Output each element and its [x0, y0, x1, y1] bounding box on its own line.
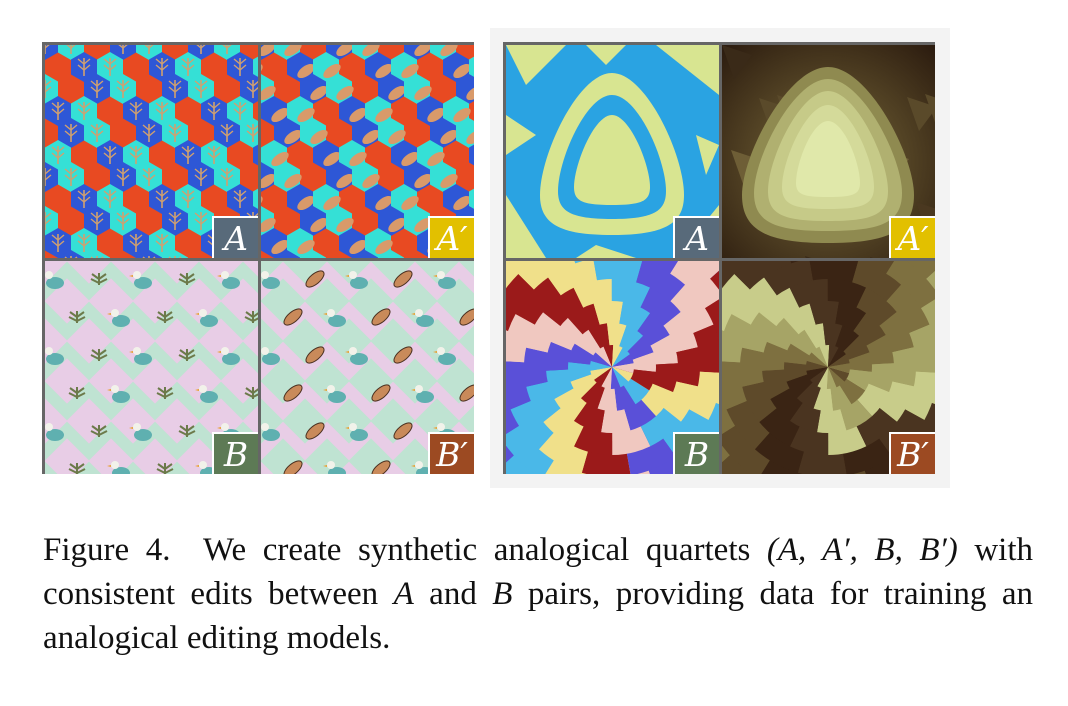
- label-b: B: [673, 432, 719, 474]
- caption-var-b: B: [492, 576, 513, 612]
- right-cell-a-prime: A′: [722, 45, 935, 258]
- label-a: A: [673, 216, 719, 258]
- caption-line2-c: pairs, providing data for: [527, 576, 869, 612]
- left-quartet: A A′ B B′: [42, 42, 474, 474]
- left-cell-b-prime: B′: [261, 261, 474, 474]
- label-b-prime: B′: [889, 432, 935, 474]
- caption-prefix: Figure 4.: [43, 532, 171, 568]
- figure-4: A A′ B B′: [42, 28, 950, 488]
- caption-quartet: (A, A′, B, B′): [766, 532, 958, 568]
- divider-horizontal: [506, 258, 932, 261]
- label-a-prime: A′: [889, 216, 935, 258]
- caption-line2-a: with consistent edits between: [43, 532, 1033, 612]
- right-cell-b-prime: B′: [722, 261, 935, 474]
- label-a: A: [212, 216, 258, 258]
- hexagon-seed-pattern-image: [261, 45, 474, 258]
- label-b-prime: B′: [428, 432, 474, 474]
- label-a-prime: A′: [428, 216, 474, 258]
- label-b: B: [212, 432, 258, 474]
- right-cell-b: B: [506, 261, 719, 474]
- duck-plant-pattern-image: [45, 261, 258, 474]
- right-quartet: A A′: [503, 42, 935, 474]
- caption-line1: We create synthetic analogical quartets: [203, 532, 751, 568]
- caption-line2-b: and: [429, 576, 477, 612]
- left-cell-a: A: [45, 45, 258, 258]
- right-cell-a: A: [506, 45, 719, 258]
- rounded-triangle-image: [506, 45, 719, 258]
- left-cell-a-prime: A′: [261, 45, 474, 258]
- caption-line3: training an analogical editing models.: [43, 576, 1034, 656]
- divider-horizontal: [45, 258, 471, 261]
- hexagon-tree-pattern-image: [45, 45, 258, 258]
- figure-caption: Figure 4. We create synthetic analogical…: [43, 528, 1033, 660]
- left-cell-b: B: [45, 261, 258, 474]
- caption-var-a: A: [393, 576, 414, 612]
- radial-spiral-image: [506, 261, 719, 474]
